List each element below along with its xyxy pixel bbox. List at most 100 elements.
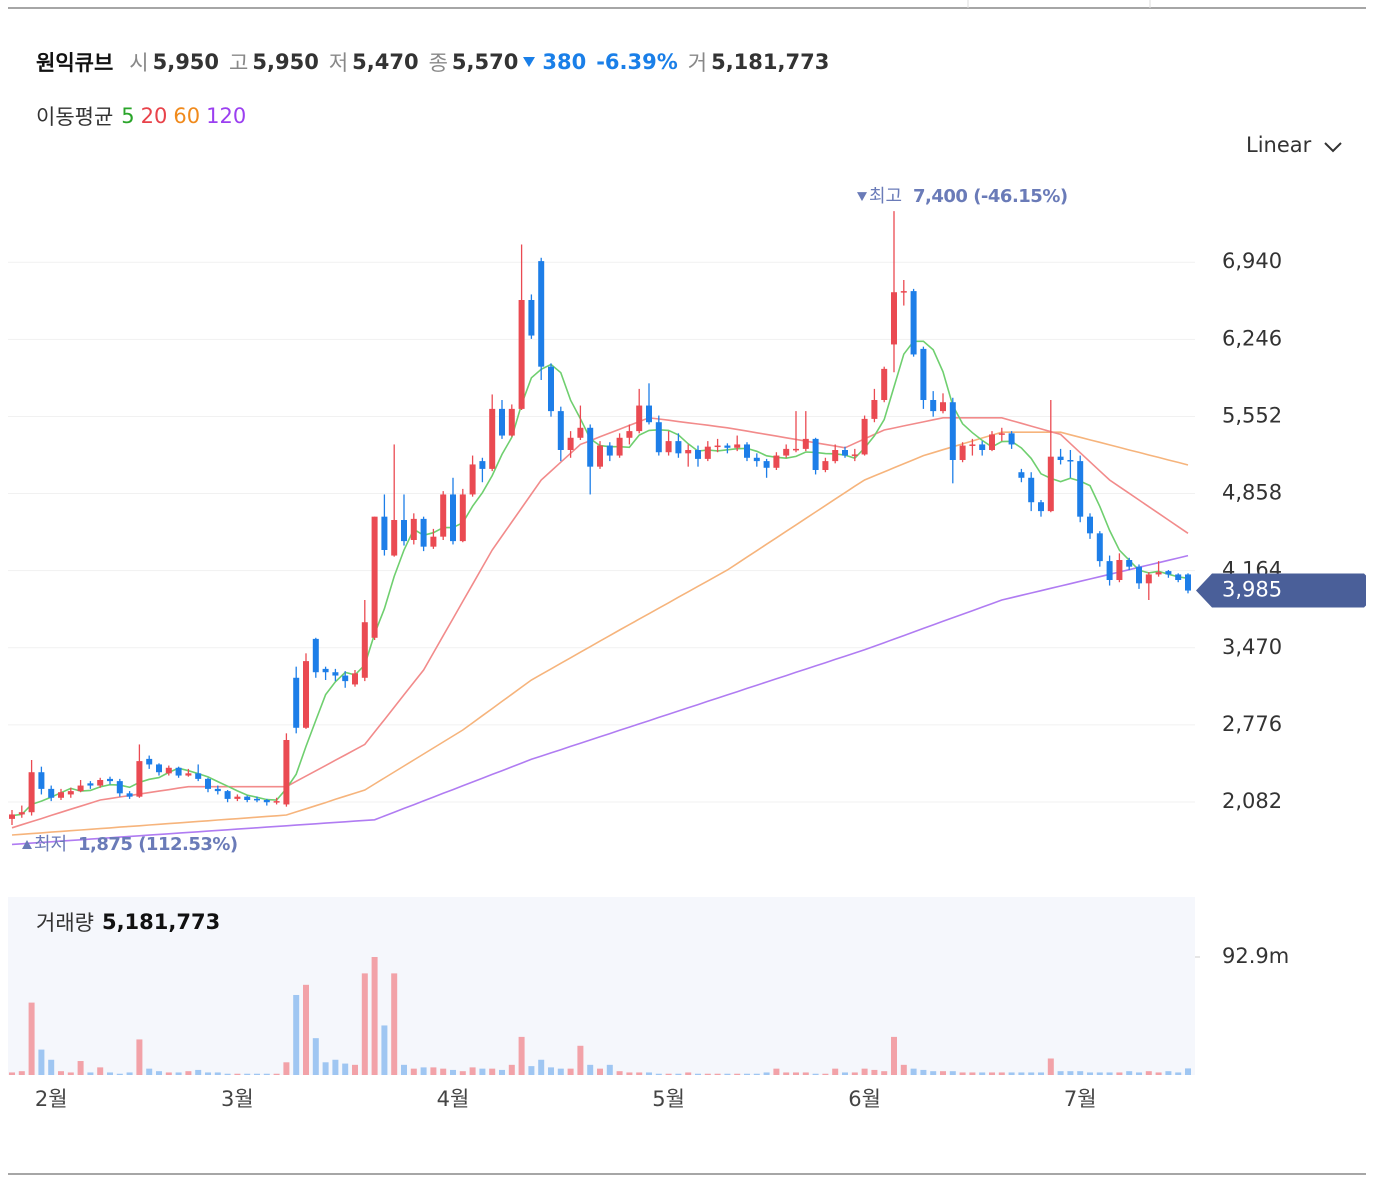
- change: 380: [542, 50, 587, 74]
- legend-entry[interactable]: 5: [121, 104, 135, 128]
- candle-body: [18, 812, 25, 815]
- ma-line: [11, 554, 1189, 846]
- candle-body: [861, 418, 868, 455]
- volume-bar: [67, 1072, 74, 1075]
- volume-bar: [1165, 1071, 1172, 1075]
- quote-value: 5,570: [451, 50, 519, 74]
- volume-bar: [332, 1059, 339, 1075]
- scale-mode[interactable]: Linear: [1246, 133, 1312, 157]
- volume-bar: [116, 1073, 123, 1075]
- candle-body: [1028, 477, 1035, 503]
- volume-bar: [107, 1072, 113, 1075]
- low-value: 1,875 (112.53%): [78, 834, 238, 855]
- y-tick-label: 5,552: [1222, 403, 1282, 427]
- candle-body: [891, 292, 897, 345]
- volume-bar: [548, 1067, 554, 1075]
- volume-bar: [763, 1072, 770, 1075]
- volume-bar: [38, 1049, 45, 1075]
- candle-body: [695, 450, 701, 459]
- candle-body: [1047, 456, 1054, 512]
- low-label: 최저: [34, 834, 67, 855]
- volume-bar: [734, 1073, 741, 1075]
- candle-body: [489, 408, 496, 469]
- volume-bar: [469, 1067, 476, 1075]
- candle-body: [352, 673, 358, 685]
- volume-bar: [891, 1036, 897, 1075]
- candle-body: [1008, 433, 1015, 445]
- volume-bar: [87, 1072, 94, 1075]
- volume-bar: [126, 1072, 133, 1075]
- volume-bar: [303, 984, 309, 1075]
- volume-bar: [77, 1061, 84, 1075]
- candle-body: [1126, 560, 1133, 567]
- candle-body: [753, 457, 760, 462]
- volume-bar: [1077, 1071, 1084, 1075]
- candle-body: [293, 677, 300, 728]
- legend-entry[interactable]: 60: [173, 104, 201, 128]
- volume-label: 거: [687, 51, 708, 75]
- candle-body: [538, 261, 545, 367]
- volume-total: 5,181,773: [101, 910, 221, 934]
- volume-bar: [410, 1068, 417, 1075]
- volume-bar: [998, 1072, 1005, 1075]
- volume-bar: [724, 1073, 731, 1075]
- y-tick-label: 2,776: [1222, 712, 1282, 736]
- volume-bar: [832, 1068, 839, 1075]
- dropdown-chevron[interactable]: [1324, 142, 1342, 153]
- quote-label: 저: [328, 51, 349, 75]
- volume-bar: [616, 1071, 623, 1075]
- candle-body: [401, 520, 407, 542]
- candle-body: [616, 437, 623, 456]
- volume-bar: [881, 1071, 888, 1075]
- candle-body: [959, 445, 966, 460]
- volume-bar: [322, 1062, 329, 1075]
- volume-bar: [1057, 1071, 1064, 1075]
- volume-bar: [450, 1069, 456, 1075]
- volume-bar: [459, 1071, 466, 1075]
- quote-label: 시: [129, 51, 149, 75]
- candle-body: [1145, 574, 1152, 584]
- volume-bar: [969, 1072, 976, 1075]
- quote-value: 5,950: [252, 50, 319, 74]
- candle-body: [1175, 574, 1182, 580]
- volume-bar: [940, 1071, 946, 1075]
- candle-body: [185, 773, 192, 776]
- candle-body: [675, 441, 682, 454]
- candle-body: [548, 366, 554, 412]
- volume-bar: [273, 1073, 280, 1075]
- candle-body: [930, 400, 937, 412]
- legend-entry[interactable]: 120: [206, 104, 247, 128]
- y-tick-label: 3,470: [1222, 635, 1282, 659]
- candle-body: [322, 668, 329, 673]
- candle-body: [685, 450, 692, 454]
- candle-body: [391, 520, 398, 556]
- candle-body: [704, 446, 711, 459]
- candle-body: [822, 461, 829, 470]
- candle-body: [1057, 456, 1064, 460]
- volume-bar: [1145, 1071, 1152, 1075]
- volume-bar: [695, 1073, 701, 1075]
- candle-body: [969, 444, 976, 446]
- candle-body: [214, 788, 221, 792]
- ma-title: 이동평균: [36, 105, 114, 129]
- volume-bar: [1185, 1068, 1191, 1075]
- candle-body: [1087, 516, 1093, 534]
- volume-bar: [871, 1069, 878, 1075]
- x-tick-label: 4월: [437, 1087, 470, 1111]
- volume-bar: [489, 1068, 496, 1075]
- candle-body: [126, 793, 133, 797]
- legend-entry[interactable]: 20: [140, 104, 168, 128]
- candle-body: [646, 405, 652, 423]
- candle-body: [567, 437, 574, 450]
- volume-bar: [1126, 1071, 1133, 1075]
- quote-value: 5,470: [352, 50, 419, 74]
- candle-body: [116, 781, 123, 794]
- volume-bar: [753, 1073, 760, 1075]
- volume-bar: [508, 1064, 515, 1075]
- candle-body: [371, 516, 378, 638]
- volume-bar: [861, 1068, 868, 1075]
- volume-bar: [793, 1072, 799, 1075]
- volume-bar: [205, 1072, 211, 1075]
- volume-bar: [1008, 1072, 1015, 1075]
- volume-bar: [244, 1073, 251, 1075]
